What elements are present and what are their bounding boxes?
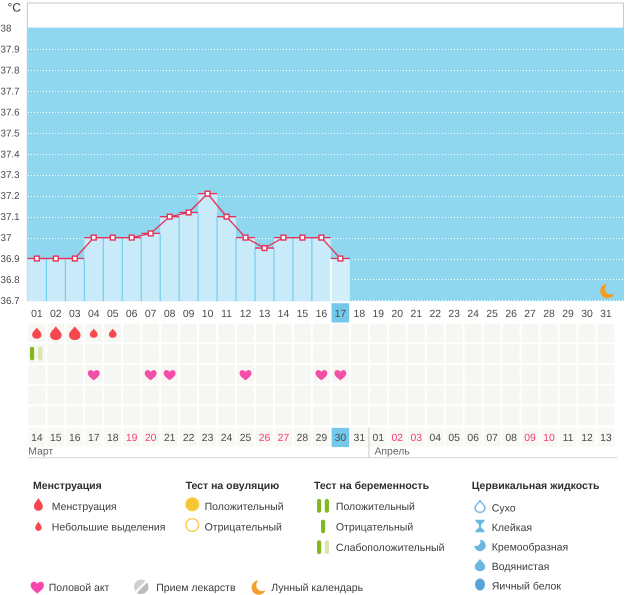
- svg-text:24: 24: [467, 309, 479, 320]
- svg-text:30: 30: [581, 309, 593, 320]
- svg-text:37.4: 37.4: [1, 149, 21, 160]
- svg-text:Сухо: Сухо: [492, 503, 516, 515]
- svg-text:20: 20: [391, 309, 403, 320]
- svg-text:13: 13: [600, 433, 612, 444]
- svg-text:02: 02: [50, 309, 62, 320]
- svg-text:Кремообразная: Кремообразная: [492, 542, 568, 554]
- svg-text:37.8: 37.8: [1, 66, 21, 77]
- svg-text:38: 38: [1, 24, 12, 35]
- svg-text:Половой акт: Половой акт: [49, 582, 110, 594]
- svg-text:10: 10: [202, 309, 214, 320]
- svg-text:01: 01: [31, 309, 43, 320]
- svg-text:15: 15: [50, 433, 62, 444]
- svg-text:Положительный: Положительный: [336, 501, 415, 513]
- svg-text:25: 25: [240, 433, 252, 444]
- svg-text:37: 37: [1, 233, 12, 244]
- svg-text:Отрицательный: Отрицательный: [205, 522, 282, 534]
- svg-text:Лунный календарь: Лунный календарь: [271, 582, 363, 594]
- svg-text:Положительный: Положительный: [205, 501, 284, 513]
- svg-text:19: 19: [373, 309, 385, 320]
- svg-text:09: 09: [524, 433, 536, 444]
- svg-text:22: 22: [183, 433, 195, 444]
- svg-text:05: 05: [107, 309, 119, 320]
- svg-text:36.7: 36.7: [1, 296, 20, 307]
- svg-text:04: 04: [88, 309, 100, 320]
- svg-text:Клейкая: Клейкая: [492, 522, 532, 534]
- svg-text:10: 10: [543, 433, 555, 444]
- svg-text:15: 15: [297, 309, 309, 320]
- svg-text:05: 05: [448, 433, 460, 444]
- svg-text:13: 13: [259, 309, 271, 320]
- svg-text:37.5: 37.5: [1, 128, 21, 139]
- svg-text:Яичный белок: Яичный белок: [492, 581, 562, 593]
- svg-text:06: 06: [467, 433, 479, 444]
- svg-text:Прием лекарств: Прием лекарств: [156, 582, 236, 594]
- svg-text:06: 06: [126, 309, 138, 320]
- svg-text:36.9: 36.9: [1, 254, 20, 265]
- svg-text:31: 31: [600, 309, 612, 320]
- svg-text:Апрель: Апрель: [375, 447, 410, 458]
- svg-text:03: 03: [410, 433, 422, 444]
- svg-text:20: 20: [145, 433, 157, 444]
- svg-text:08: 08: [505, 433, 517, 444]
- svg-text:37.6: 37.6: [1, 107, 21, 118]
- svg-text:36.8: 36.8: [1, 275, 21, 286]
- svg-text:37.7: 37.7: [1, 86, 20, 97]
- svg-text:29: 29: [562, 309, 574, 320]
- svg-text:07: 07: [145, 309, 157, 320]
- svg-text:25: 25: [486, 309, 498, 320]
- svg-text:27: 27: [524, 309, 536, 320]
- svg-text:31: 31: [354, 433, 366, 444]
- svg-text:08: 08: [164, 309, 176, 320]
- svg-text:03: 03: [69, 309, 81, 320]
- svg-text:Менструация: Менструация: [52, 501, 117, 513]
- svg-text:18: 18: [354, 309, 366, 320]
- svg-text:23: 23: [202, 433, 214, 444]
- svg-text:21: 21: [164, 433, 176, 444]
- svg-text:Водянистая: Водянистая: [492, 561, 550, 573]
- svg-text:24: 24: [221, 433, 233, 444]
- svg-text:37.2: 37.2: [1, 191, 20, 202]
- svg-text:Тест на овуляцию: Тест на овуляцию: [186, 480, 280, 492]
- svg-text:30: 30: [335, 433, 347, 444]
- svg-text:16: 16: [316, 309, 328, 320]
- svg-text:01: 01: [373, 433, 385, 444]
- svg-text:02: 02: [391, 433, 403, 444]
- svg-text:26: 26: [259, 433, 271, 444]
- svg-text:29: 29: [316, 433, 328, 444]
- svg-text:12: 12: [581, 433, 593, 444]
- svg-text:14: 14: [278, 309, 290, 320]
- svg-text:37.3: 37.3: [1, 170, 21, 181]
- svg-text:Тест на беременность: Тест на беременность: [314, 480, 430, 492]
- svg-text:°C: °C: [8, 1, 22, 15]
- svg-text:Отрицательный: Отрицательный: [336, 522, 413, 534]
- svg-text:37.9: 37.9: [1, 45, 20, 56]
- svg-text:11: 11: [221, 309, 232, 320]
- svg-text:07: 07: [486, 433, 498, 444]
- svg-text:22: 22: [429, 309, 441, 320]
- svg-text:04: 04: [429, 433, 441, 444]
- svg-text:17: 17: [88, 433, 100, 444]
- svg-text:17: 17: [335, 309, 347, 320]
- svg-text:Цервикальная жидкость: Цервикальная жидкость: [472, 480, 600, 492]
- svg-text:Слабоположительный: Слабоположительный: [336, 542, 445, 554]
- svg-text:Март: Март: [28, 447, 53, 458]
- svg-text:14: 14: [31, 433, 43, 444]
- svg-text:26: 26: [505, 309, 517, 320]
- svg-text:23: 23: [448, 309, 460, 320]
- svg-text:27: 27: [278, 433, 290, 444]
- svg-text:18: 18: [107, 433, 119, 444]
- svg-text:16: 16: [69, 433, 81, 444]
- svg-text:37.1: 37.1: [1, 212, 20, 223]
- svg-text:09: 09: [183, 309, 195, 320]
- svg-text:19: 19: [126, 433, 138, 444]
- svg-text:28: 28: [543, 309, 555, 320]
- svg-text:Менструация: Менструация: [33, 480, 102, 492]
- svg-text:12: 12: [240, 309, 252, 320]
- svg-text:Небольшие выделения: Небольшие выделения: [52, 522, 166, 534]
- svg-text:28: 28: [297, 433, 309, 444]
- svg-text:11: 11: [563, 433, 574, 444]
- svg-text:21: 21: [410, 309, 422, 320]
